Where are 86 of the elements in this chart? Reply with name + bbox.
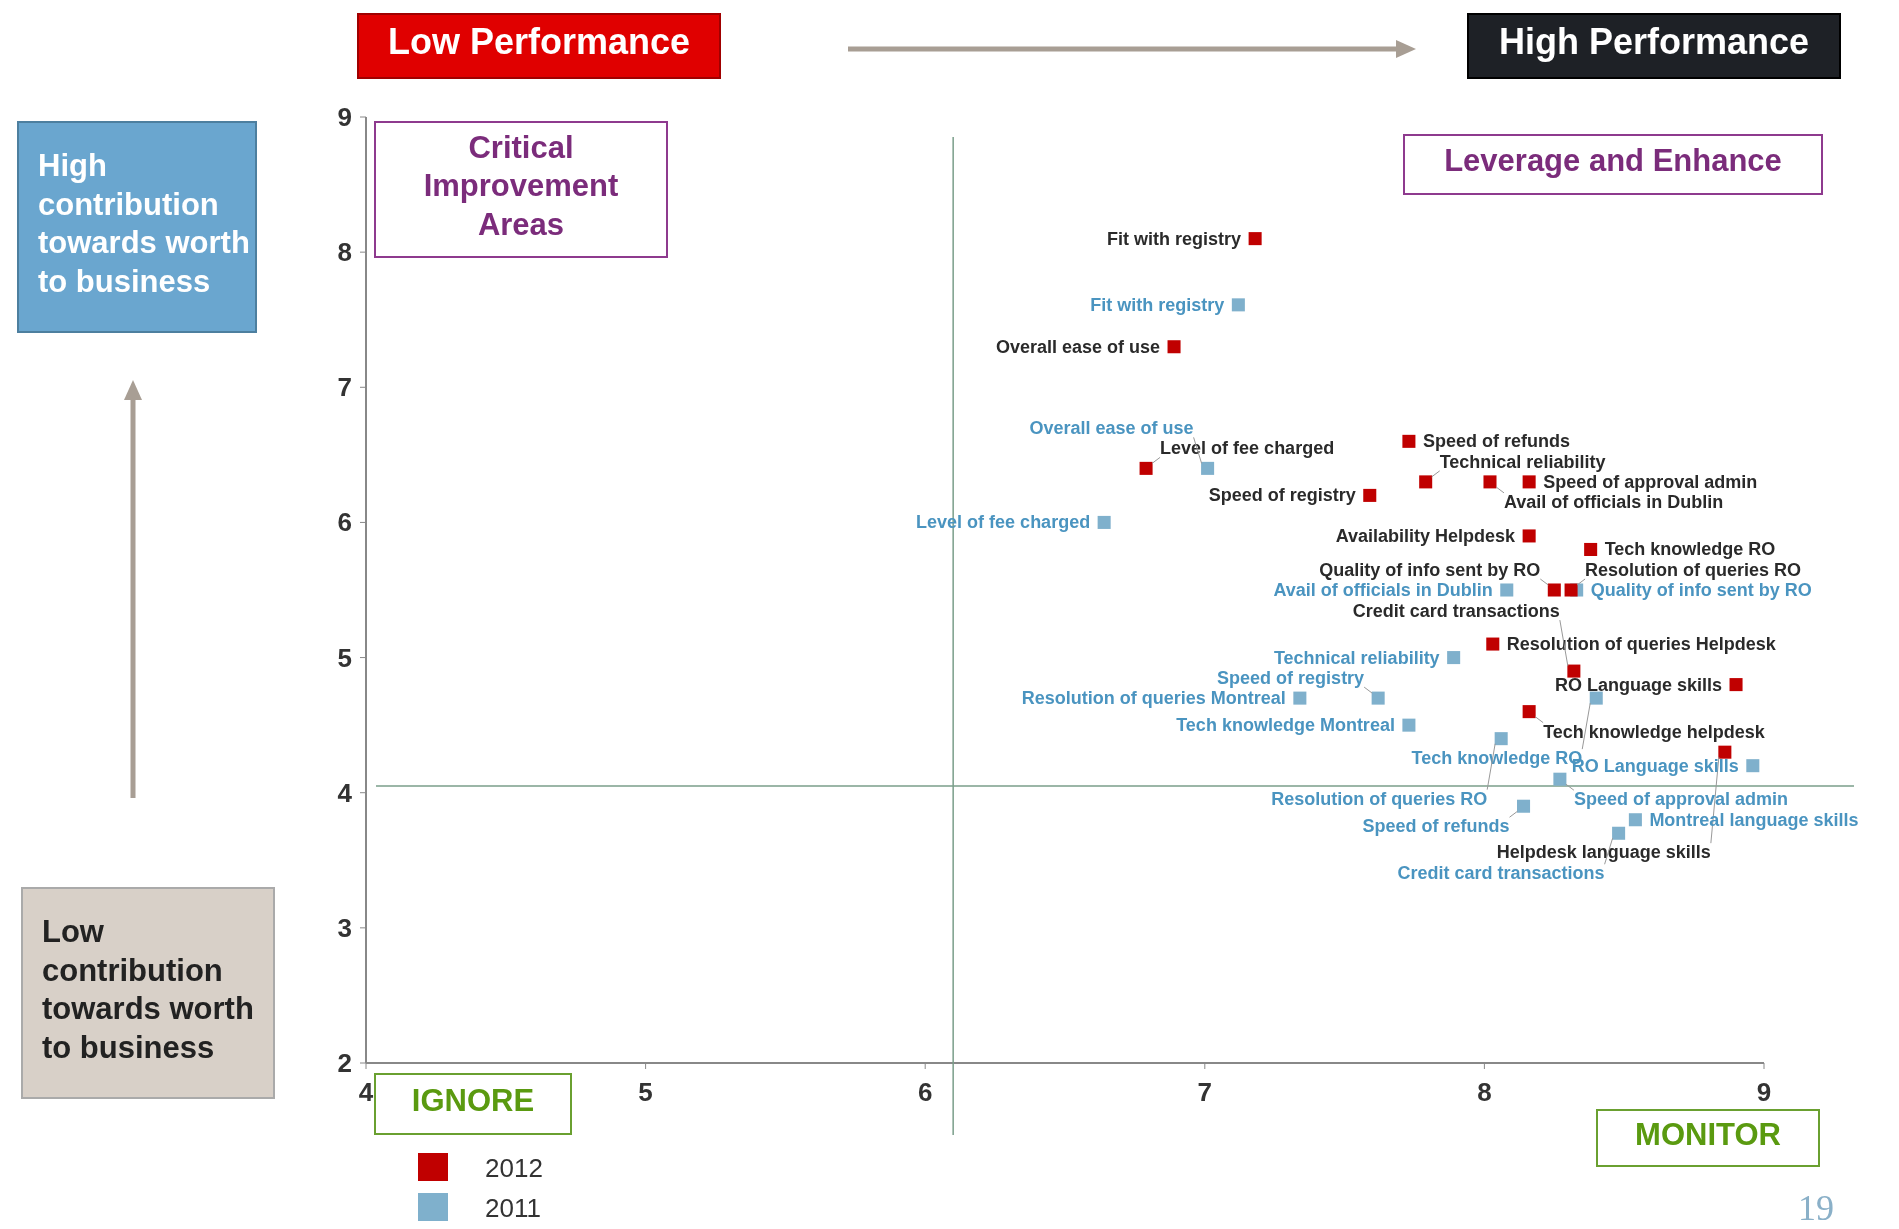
y-tick-label: 8 [337, 237, 352, 268]
point [1201, 461, 1215, 475]
annotation: Resolution of queries Montreal [1021, 688, 1286, 709]
annotation: Tech knowledge helpdesk [1543, 721, 1766, 742]
text: Low Performance [387, 21, 691, 63]
annotation: Technical reliability [1439, 451, 1606, 472]
point [1363, 488, 1377, 502]
point [1500, 583, 1514, 597]
annotation: Speed of registry [1217, 668, 1365, 689]
point [1419, 475, 1433, 489]
annotation: Speed of approval admin [1543, 471, 1758, 492]
point [1248, 232, 1262, 246]
annotation: Availability Helpdesk [1335, 525, 1517, 546]
x-tick-label: 6 [917, 1077, 933, 1107]
annotation: Technical reliability [1273, 647, 1440, 668]
annotation: Resolution of queries RO [1271, 788, 1488, 809]
annotation: Speed of refunds [1422, 431, 1570, 452]
annotation: Credit card transactions [1352, 601, 1560, 622]
point [1167, 340, 1181, 354]
legend-label: 2011 [485, 1193, 541, 1223]
x-tick-label: 4 [358, 1077, 374, 1107]
y-tick-label: 7 [337, 372, 352, 403]
annotation: Montreal language skills [1649, 809, 1859, 830]
x-tick-label: 8 [1477, 1077, 1492, 1107]
text: High Performance [1498, 21, 1810, 63]
annotation: Overall ease of use [1029, 418, 1194, 439]
point [1567, 664, 1581, 678]
y-tick-label: 4 [337, 777, 353, 808]
annotation: Quality of info sent by RO [1590, 580, 1812, 600]
legend-label: 2012 [485, 1153, 543, 1183]
point [1746, 759, 1760, 773]
annotation: Speed of refunds [1362, 816, 1510, 837]
annotation: Credit card transactions [1397, 863, 1605, 884]
annotation: Fit with registry [1107, 228, 1242, 249]
y-tick-label: 3 [337, 912, 352, 943]
point [1293, 691, 1307, 705]
y-tick-label: 6 [337, 507, 352, 538]
point [1447, 651, 1461, 665]
y-tick-label: 9 [337, 102, 352, 132]
text: High contribution towards worth to business [38, 147, 250, 300]
text: Low contribution towards worth to business [42, 913, 254, 1066]
point [1371, 691, 1385, 705]
x-tick-label: 5 [638, 1077, 653, 1107]
annotation: Leverage and Enhance [1444, 143, 1782, 179]
annotation: Speed of approval admin [1573, 789, 1788, 810]
annotation: Avail of officials in Dublin [1503, 491, 1724, 512]
point [1718, 745, 1732, 759]
point [1494, 732, 1508, 746]
annotation: Avail of officials in Dublin [1273, 580, 1493, 600]
point [1402, 434, 1416, 448]
x-tick-label: 7 [1197, 1077, 1213, 1107]
annotation: Fit with registry [1090, 294, 1225, 315]
point [1517, 799, 1531, 813]
annotation: RO Language skills [1554, 674, 1723, 695]
point [1139, 461, 1153, 475]
y-tick-label: 2 [337, 1048, 352, 1078]
point [1231, 298, 1245, 312]
point [1628, 813, 1642, 827]
text: IGNORE [411, 1082, 535, 1118]
annotation: Tech knowledge RO [1604, 539, 1776, 560]
point [1564, 583, 1578, 597]
point [1612, 826, 1626, 840]
annotation: Resolution of queries RO [1585, 560, 1802, 580]
x-tick-label: 9 [1756, 1077, 1772, 1107]
annotation: Resolution of queries Helpdesk [1506, 634, 1777, 655]
annotation: Level of fee charged [1160, 438, 1335, 459]
point [1097, 515, 1111, 529]
point [1402, 718, 1416, 732]
point [1547, 583, 1561, 597]
annotation: Critical Improvement Areas [423, 129, 619, 243]
annotation: Quality of info sent by RO [1319, 560, 1541, 580]
annotation: Tech knowledge Montreal [1176, 715, 1395, 736]
annotation: Speed of registry [1208, 485, 1356, 506]
y-tick-label: 5 [337, 642, 352, 673]
point [1522, 475, 1536, 489]
point [1483, 475, 1497, 489]
point [1486, 637, 1500, 651]
point [1522, 705, 1536, 719]
point [1522, 529, 1536, 543]
text: MONITOR [1635, 1116, 1781, 1152]
annotation: Overall ease of use [995, 336, 1161, 357]
text: 19 [1798, 1188, 1834, 1228]
annotation: Helpdesk language skills [1496, 842, 1711, 863]
point [1729, 678, 1743, 692]
point [1553, 772, 1567, 786]
point [1584, 542, 1598, 556]
